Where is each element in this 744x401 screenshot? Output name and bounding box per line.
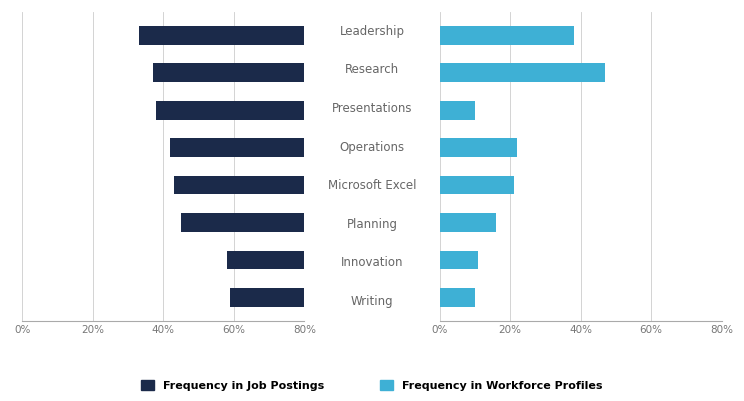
Bar [440, 213, 496, 232]
Bar [156, 101, 304, 119]
Bar [440, 288, 475, 307]
Bar [440, 251, 478, 269]
Bar [440, 26, 574, 45]
Bar [174, 176, 304, 194]
Text: Operations: Operations [339, 141, 405, 154]
Text: Research: Research [345, 63, 399, 77]
Bar [170, 138, 304, 157]
Bar [440, 101, 475, 119]
Text: Planning: Planning [347, 218, 397, 231]
Bar [181, 213, 304, 232]
Bar [227, 251, 304, 269]
Legend: Frequency in Job Postings, Frequency in Workforce Profiles: Frequency in Job Postings, Frequency in … [137, 376, 607, 395]
Text: Innovation: Innovation [341, 256, 403, 269]
Bar [138, 26, 304, 45]
Bar [440, 176, 513, 194]
Bar [153, 63, 304, 82]
Text: Writing: Writing [350, 295, 394, 308]
Text: Microsoft Excel: Microsoft Excel [328, 179, 416, 192]
Text: Presentations: Presentations [332, 102, 412, 115]
Bar [440, 138, 517, 157]
Bar [440, 63, 606, 82]
Bar [231, 288, 304, 307]
Text: Leadership: Leadership [339, 25, 405, 38]
